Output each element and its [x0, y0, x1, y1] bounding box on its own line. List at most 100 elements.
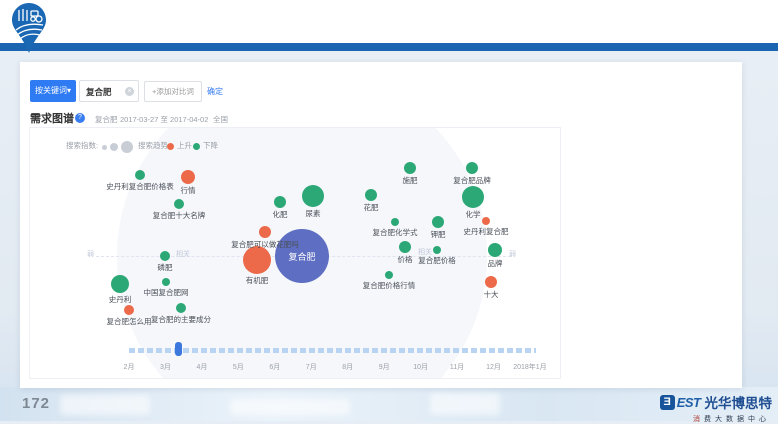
demand-bubble[interactable]: [243, 246, 271, 274]
demand-bubble[interactable]: [433, 246, 441, 254]
farm-pin-logo-icon: [12, 3, 46, 53]
legend-size-dot-large: [121, 141, 133, 153]
timeline-month-label: 9月: [378, 364, 390, 371]
bubble-label: 花肥: [363, 203, 379, 212]
legend-size-dot-small: [102, 145, 107, 150]
timeline-month-label: 5月: [232, 364, 244, 371]
bubble-label: 磷肥: [157, 263, 173, 272]
demand-bubble[interactable]: [160, 251, 170, 261]
bubble-label: 行情: [180, 186, 196, 195]
timeline-month-label: 12月: [486, 364, 501, 371]
keyword-mode-label: 按关键词: [34, 86, 67, 95]
top-blue-bar: [0, 43, 778, 51]
demand-bubble[interactable]: [302, 185, 324, 207]
axis-weak-left-label: 弱: [87, 251, 94, 258]
keyword-value: 复合肥: [86, 87, 112, 97]
axis-weak-right-label: 弱: [509, 251, 516, 258]
demand-bubble[interactable]: [404, 162, 416, 174]
best-logo-icon: Ǝ: [659, 394, 675, 410]
timeline-month-label: 2018年1月: [513, 364, 547, 371]
bubble-label: 钾肥: [430, 230, 446, 239]
legend-size-dot-medium: [110, 143, 118, 151]
bubble-label: 复合肥价格: [418, 256, 456, 265]
timeline-month-label: 4月: [196, 364, 208, 371]
timeline-month-label: 3月: [159, 364, 171, 371]
legend-trend-label: 搜索趋势: [138, 141, 168, 150]
demand-bubble[interactable]: [485, 276, 497, 288]
legend-up-dot-icon: [167, 143, 174, 150]
timeline-month-label: 7月: [305, 364, 317, 371]
timeline-month-label: 6月: [269, 364, 281, 371]
bubble-label: 化肥: [272, 210, 288, 219]
chevron-down-icon: ▾: [66, 86, 71, 95]
keyword-input[interactable]: 复合肥 ×: [79, 80, 139, 102]
bubble-label: 有机肥: [245, 276, 269, 285]
legend-down-label: 下降: [203, 141, 218, 150]
keyword-mode-button[interactable]: 按关键词▾: [30, 80, 76, 102]
meta-keyword: 复合肥: [95, 115, 118, 124]
bubble-label: 复合肥价格行情: [362, 281, 416, 290]
demand-map-canvas: 搜索指数: 搜索趋势 上升 下降 弱 相关 相关 弱 2月 3月 4月 5月 6月 7月 8…: [29, 127, 561, 379]
bubble-label: 史丹利复合肥: [463, 227, 509, 236]
timeline-track[interactable]: [129, 348, 536, 353]
baidu-index-panel: 按关键词▾ 复合肥 × +添加对比词 确定 需求图谱 ? 复合肥 2017-03…: [20, 62, 742, 388]
demand-bubble[interactable]: [399, 241, 411, 253]
axis-rel-right-label: 相关: [418, 249, 432, 256]
bubble-label: 复合肥怎么用: [106, 317, 152, 326]
confirm-link[interactable]: 确定: [207, 87, 223, 96]
axis-rel-left-label: 相关: [176, 251, 190, 258]
demand-bubble[interactable]: [176, 303, 186, 313]
demand-bubble[interactable]: [466, 162, 478, 174]
bubble-label: 复合肥化学式: [372, 228, 418, 237]
meta-region: 全国: [213, 115, 228, 124]
demand-bubble[interactable]: [174, 199, 184, 209]
demand-bubble[interactable]: [135, 170, 145, 180]
legend-up-label: 上升: [177, 141, 192, 150]
meta-date-range: 2017-03-27 至 2017-04-02: [120, 115, 209, 124]
company-name: 光华博思特: [704, 396, 773, 411]
bubble-label: 复合肥十大名牌: [152, 211, 206, 220]
info-icon[interactable]: ?: [75, 113, 85, 123]
bubble-label: 化学: [465, 210, 481, 219]
best-logo-text: EST: [676, 394, 701, 410]
demand-bubble[interactable]: [482, 217, 490, 225]
demand-bubble[interactable]: [181, 170, 195, 184]
demand-bubble[interactable]: [432, 216, 444, 228]
bubble-label: 史丹利: [108, 295, 132, 304]
demand-bubble[interactable]: [274, 196, 286, 208]
slide-top-band: [0, 0, 778, 43]
page-number: 172: [22, 395, 51, 412]
bubble-label: 复合肥的主要成分: [151, 315, 211, 324]
demand-bubble[interactable]: [111, 275, 129, 293]
demand-bubble[interactable]: [462, 186, 484, 208]
bubble-label: 价格: [397, 255, 413, 264]
demand-bubble[interactable]: [391, 218, 399, 226]
demand-bubble[interactable]: [488, 243, 502, 257]
timeline-month-label: 10月: [413, 364, 428, 371]
bubble-label: 品牌: [487, 259, 503, 268]
bottom-photo-strip: [0, 387, 778, 421]
section-title: 需求图谱: [30, 113, 74, 125]
bubble-label: 复合肥品牌: [453, 176, 491, 185]
timeline-month-label: 11月: [449, 364, 465, 371]
legend-down-dot-icon: [193, 143, 200, 150]
demand-bubble[interactable]: [162, 278, 170, 286]
company-logo: Ǝ EST 光华博思特 消费大数据中心: [659, 392, 773, 424]
bubble-label: 中国复合肥网: [143, 288, 189, 297]
add-compare-button[interactable]: +添加对比词: [144, 81, 202, 102]
legend-size-label: 搜索指数:: [66, 141, 99, 150]
clear-input-icon[interactable]: ×: [125, 87, 134, 96]
timeline-handle[interactable]: [175, 342, 182, 356]
bubble-label: 史丹利复合肥价格表: [106, 182, 174, 191]
demand-bubble[interactable]: [259, 226, 271, 238]
company-tagline: 消费大数据中心: [693, 416, 770, 423]
demand-bubble[interactable]: 复合肥: [275, 229, 329, 283]
bubble-label: 十大: [483, 290, 499, 299]
demand-bubble[interactable]: [385, 271, 393, 279]
bubble-label: 复合肥可以做花肥吗: [231, 240, 299, 249]
timeline-month-label: 2月: [123, 364, 135, 371]
timeline-month-label: 8月: [342, 364, 354, 371]
demand-bubble[interactable]: [365, 189, 377, 201]
demand-bubble[interactable]: [124, 305, 134, 315]
bubble-label: 尿素: [305, 209, 321, 218]
